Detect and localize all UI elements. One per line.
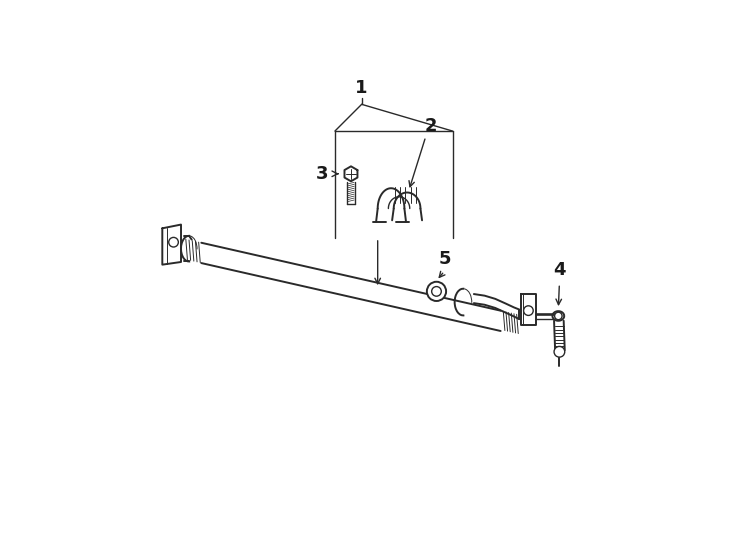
- Text: 4: 4: [553, 261, 566, 279]
- Circle shape: [555, 312, 562, 320]
- Text: 1: 1: [355, 79, 368, 97]
- Circle shape: [432, 287, 441, 296]
- Circle shape: [554, 347, 564, 357]
- Circle shape: [169, 238, 178, 247]
- Text: 5: 5: [438, 251, 451, 268]
- Circle shape: [523, 306, 533, 315]
- Text: 2: 2: [425, 117, 437, 134]
- Circle shape: [427, 282, 446, 301]
- Text: 3: 3: [316, 165, 328, 183]
